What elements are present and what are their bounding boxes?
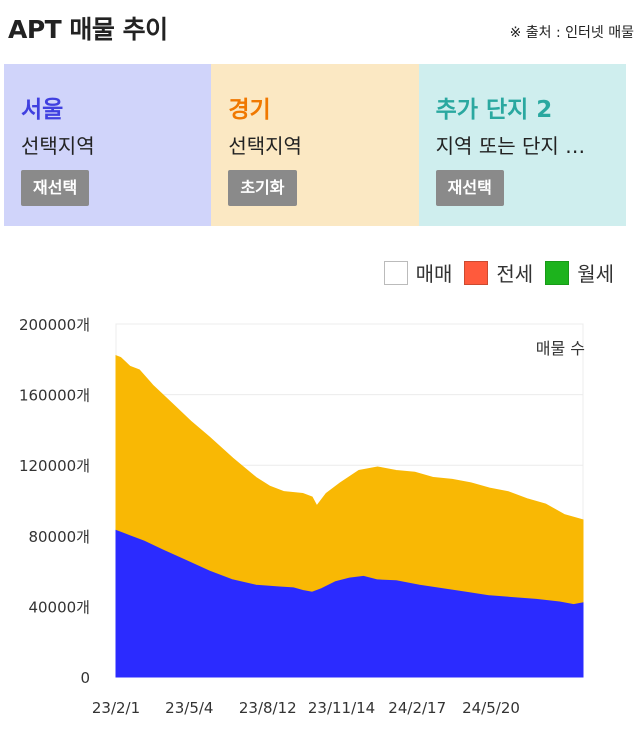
area-series-0 [115, 529, 584, 678]
x-tick-label: 24/2/17 [388, 699, 446, 717]
legend-item-sale[interactable]: 매매 [383, 258, 453, 287]
reselect-button[interactable]: 재선택 [21, 170, 90, 206]
x-tick-label: 23/8/12 [239, 699, 297, 717]
x-tick-label: 23/11/14 [308, 699, 375, 717]
x-tick-label: 23/5/4 [165, 699, 213, 717]
y-tick-label: 80000개 [28, 528, 90, 546]
legend-swatch [545, 260, 570, 285]
chart-annotation: 매물 수 [536, 339, 585, 358]
legend-swatch [383, 260, 408, 285]
y-tick-label: 0 [80, 669, 90, 687]
y-tick-label: 120000개 [19, 457, 90, 475]
legend-item-monthly-rent[interactable]: 월세 [545, 258, 614, 287]
legend-swatch [464, 260, 489, 285]
region-selector: 서울 선택지역 재선택 경기 선택지역 초기화 추가 단지 2 지역 또는 단지… [4, 64, 626, 226]
x-axis: 23/2/1 23/5/4 23/8/12 23/11/14 24/2/17 24/5/2… [92, 699, 520, 717]
y-tick-label: 200000개 [19, 316, 90, 334]
legend-label: 월세 [577, 262, 614, 286]
chart-legend: 매매 전세 월세 [372, 258, 614, 287]
legend-item-jeonse[interactable]: 전세 [464, 258, 533, 287]
region-name: 서울 [21, 97, 64, 123]
x-tick-label: 23/2/1 [92, 699, 140, 717]
region-card-3[interactable]: 추가 단지 2 지역 또는 단지 … 재선택 [418, 64, 626, 226]
chart-areas [115, 355, 584, 678]
region-card-2[interactable]: 경기 선택지역 초기화 [211, 64, 419, 226]
x-tick-label: 24/5/20 [462, 699, 520, 717]
reselect-button[interactable]: 재선택 [435, 170, 504, 206]
region-subtitle: 선택지역 [228, 134, 302, 158]
legend-label: 전세 [496, 262, 534, 286]
region-subtitle: 선택지역 [21, 134, 95, 158]
y-axis: 200000개 160000개 120000개 80000개 40000개 0 [19, 316, 90, 687]
y-tick-label: 40000개 [28, 598, 90, 616]
legend-label: 매매 [415, 262, 453, 286]
source-note: ※ 출처 : 인터넷 매물 [509, 25, 634, 41]
region-name: 경기 [228, 97, 271, 123]
reset-button[interactable]: 초기화 [228, 170, 297, 206]
region-card-1[interactable]: 서울 선택지역 재선택 [4, 64, 212, 226]
region-name: 추가 단지 2 [435, 97, 553, 123]
y-tick-label: 160000개 [19, 387, 90, 405]
region-subtitle: 지역 또는 단지 … [435, 134, 586, 158]
area-chart: 200000개 160000개 120000개 80000개 40000개 0 23/2/… [19, 316, 585, 717]
page-title: APT 매물 추이 [8, 15, 168, 44]
